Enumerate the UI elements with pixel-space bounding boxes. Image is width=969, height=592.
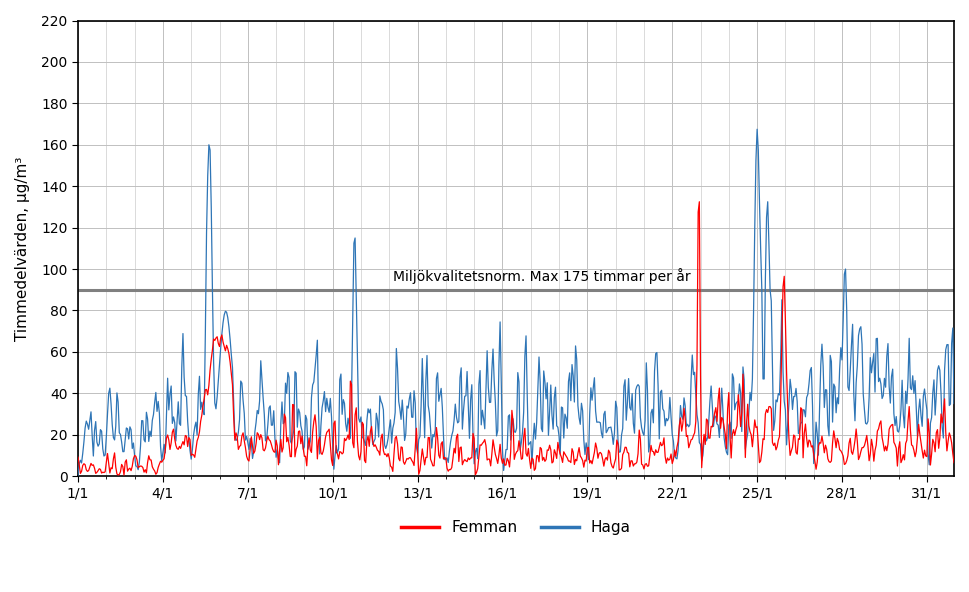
Y-axis label: Timmedelvärden, μg/m³: Timmedelvärden, μg/m³ <box>15 156 30 340</box>
Legend: Femman, Haga: Femman, Haga <box>395 514 637 542</box>
Text: Miljökvalitetsnorm. Max 175 timmar per år: Miljökvalitetsnorm. Max 175 timmar per å… <box>393 268 691 284</box>
